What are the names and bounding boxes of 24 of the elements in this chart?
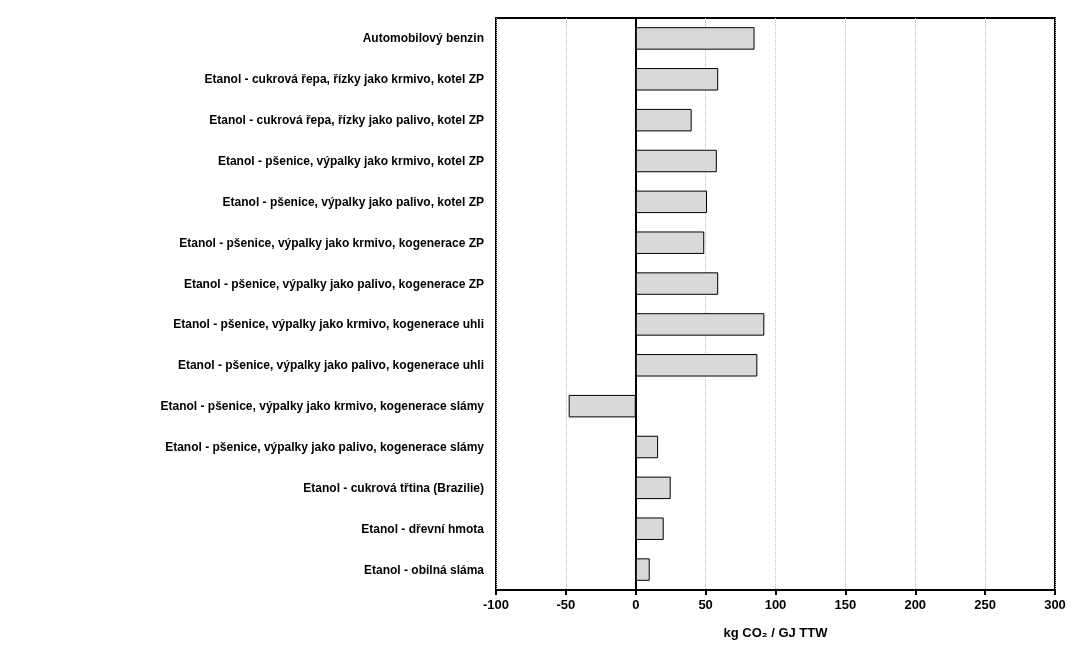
x-tick-label: -100 xyxy=(482,597,510,612)
x-tick-label: 150 xyxy=(834,597,857,612)
y-tick-label: Etanol - pšenice, výpalky jako krmivo, kogenerace uhli xyxy=(173,317,484,332)
x-tick-label: -50 xyxy=(556,597,576,612)
y-tick-label: Etanol - dřevní hmota xyxy=(361,521,485,536)
y-tick-label: Etanol - cukrová řepa, řízky jako palivo, kotel ZP xyxy=(209,113,484,128)
y-tick-label: Etanol - pšenice, výpalky jako palivo, kogenerace ZP xyxy=(183,276,484,291)
x-tick-label: 0 xyxy=(632,597,640,612)
y-tick-label: Etanol - pšenice, výpalky jako krmivo, kogenerace slámy xyxy=(160,399,485,414)
y-tick-label: Etanol - pšenice, výpalky jako krmivo, kogenerace ZP xyxy=(179,235,484,250)
x-axis-title: kg CO₂ / GJ TTW xyxy=(723,625,829,640)
y-tick-label: Etanol - cukrová řepa, řízky jako krmivo, kotel ZP xyxy=(204,72,484,87)
x-tick-label: 50 xyxy=(698,597,713,612)
y-tick-label: Etanol - pšenice, výpalky jako palivo, kogenerace slámy xyxy=(165,440,485,454)
y-tick-label: Etanol - pšenice, výpalky jako palivo, kotel ZP xyxy=(222,194,484,209)
x-tick-label: 250 xyxy=(974,597,996,612)
y-tick-label: Etanol - pšenice, výpalky jako krmivo, kotel ZP xyxy=(217,154,484,168)
x-tick-label: 100 xyxy=(764,597,787,612)
y-tick-label: Etanol - cukrová třtina (Brazilie) xyxy=(303,480,484,495)
y-tick-label: Etanol - pšenice, výpalky jako palivo, kogenerace uhli xyxy=(177,358,484,373)
y-tick-label: Automobilový benzin xyxy=(362,31,484,46)
x-tick-label: 300 xyxy=(1044,597,1066,612)
x-tick-label: 200 xyxy=(904,597,927,612)
y-tick-label: Etanol - obilná sláma xyxy=(363,562,485,577)
